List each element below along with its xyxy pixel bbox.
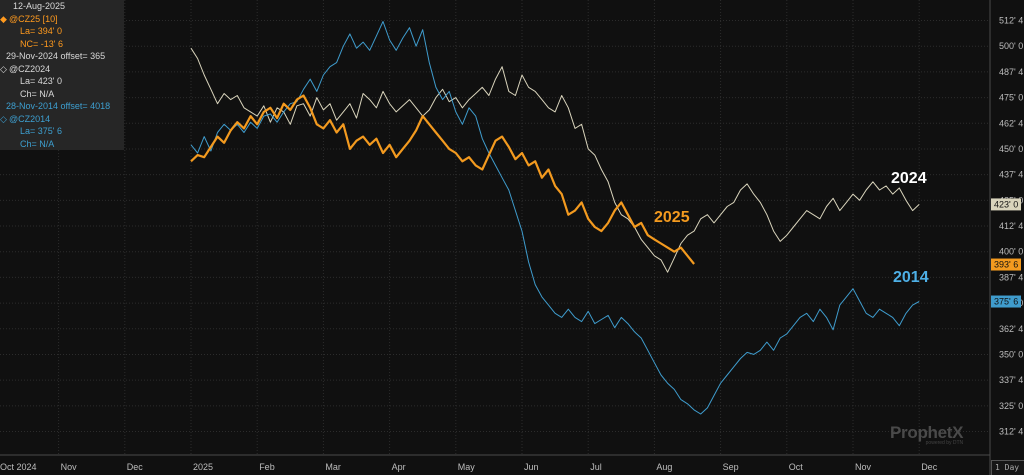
y-tick-label: 475' 0 [999,93,1023,103]
y-tick-label: 400' 0 [999,247,1023,257]
series-line-2024 [190,47,920,273]
period-selector[interactable]: 1 Day [991,460,1024,475]
legend-2014-change: Ch= N/A [20,138,55,149]
y-tick-label: 325' 0 [999,401,1023,411]
x-tick-label: Sep [723,462,739,472]
legend-2024-offset: 29-Nov-2024 offset= 365 [6,51,106,61]
prophetx-logo: ProphetX powered by DTN [890,423,963,446]
legend-2014-series[interactable]: ◇ @CZ2014 [0,113,124,126]
legend-primary-series[interactable]: ◆ @CZ25 [10] [0,13,124,26]
legend-2024-last: La= 423' 0 [20,76,63,86]
legend-2014-offset: 28-Nov-2014 offset= 4018 [6,101,111,111]
y-tick-label: 437' 4 [999,170,1023,180]
series-year-labels: 2025 2024 2014 [654,170,929,286]
x-tick-label: Dec [921,462,938,472]
series-label-2025: 2025 [654,209,690,226]
x-tick-label: Aug [656,462,672,472]
x-tick-label: Nov [855,462,872,472]
legend-primary-name: @CZ25 [10] [9,13,58,24]
legend-2014-last: La= 375' 6 [20,126,63,136]
series-label-2024: 2024 [891,170,927,187]
series-line-2025 [190,94,695,265]
y-tick-label: 487' 4 [999,67,1023,77]
diamond-outline-icon: ◇ [0,63,7,74]
chart-grid [0,0,991,475]
legend-2014-name: @CZ2014 [9,113,51,124]
price-tag-2025-text: 393' 6 [994,260,1018,270]
x-tick-label: Oct 2024 [0,462,37,472]
y-tick-label: 350' 0 [999,349,1023,359]
legend-2024-series[interactable]: ◇ @CZ2024 [0,63,124,76]
x-tick-label: Jul [590,462,602,472]
price-tag-2014: 375' 6 [991,295,1021,308]
price-tag-2024-bg [991,198,1021,211]
legend-date: 12-Aug-2025 [13,1,66,11]
x-tick-label: Jun [524,462,539,472]
x-tick-label: May [458,462,476,472]
y-tick-label: 512' 4 [999,16,1023,26]
price-tag-2025-bg [991,258,1021,271]
series-line-2014 [190,21,920,415]
logo-subtext: powered by DTN [925,440,964,446]
legend-2024-change: Ch= N/A [20,88,55,99]
logo-text: ProphetX [890,423,964,442]
price-tag-2014-text: 375' 6 [994,297,1018,307]
x-tick-label: Nov [61,462,78,472]
price-tag-2025: 393' 6 [991,258,1021,271]
legend-primary-netchange: NC= -13' 6 [20,38,63,49]
diamond-outline-icon: ◇ [0,113,7,124]
y-tick-label: 337' 4 [999,375,1023,385]
x-tick-label: Feb [259,462,275,472]
legend-2024-name: @CZ2024 [9,63,51,74]
series-lines [190,21,920,415]
x-axis-labels: Oct 2024 Nov Dec 2025 Feb Mar Apr May Jun Jul Aug S… [0,462,938,472]
last-price-tags: 423' 0 393' 6 375' 6 [991,198,1021,308]
y-tick-label: 462' 4 [999,118,1023,128]
y-tick-label: 362' 4 [999,324,1023,334]
y-tick-label: 450' 0 [999,144,1023,154]
diamond-filled-icon: ◆ [0,13,7,24]
x-tick-label: Dec [127,462,144,472]
legend-primary-last: La= 394' 0 [20,26,63,36]
chart-legend: 12-Aug-2025 ◆ @CZ25 [10] La= 394' 0 NC= -… [0,0,124,150]
y-tick-label: 387' 4 [999,272,1023,282]
series-label-2014: 2014 [893,269,929,286]
y-tick-label: 412' 4 [999,221,1023,231]
y-tick-label: 500' 0 [999,41,1023,51]
price-tag-2024: 423' 0 [991,198,1021,211]
x-tick-label: Mar [325,462,341,472]
x-tick-label: Oct [789,462,804,472]
price-tag-2024-text: 423' 0 [994,199,1018,209]
x-tick-label: Apr [392,462,406,472]
x-tick-label: 2025 [193,462,213,472]
price-tag-2014-bg [991,295,1021,308]
y-tick-label: 312' 4 [999,427,1023,437]
